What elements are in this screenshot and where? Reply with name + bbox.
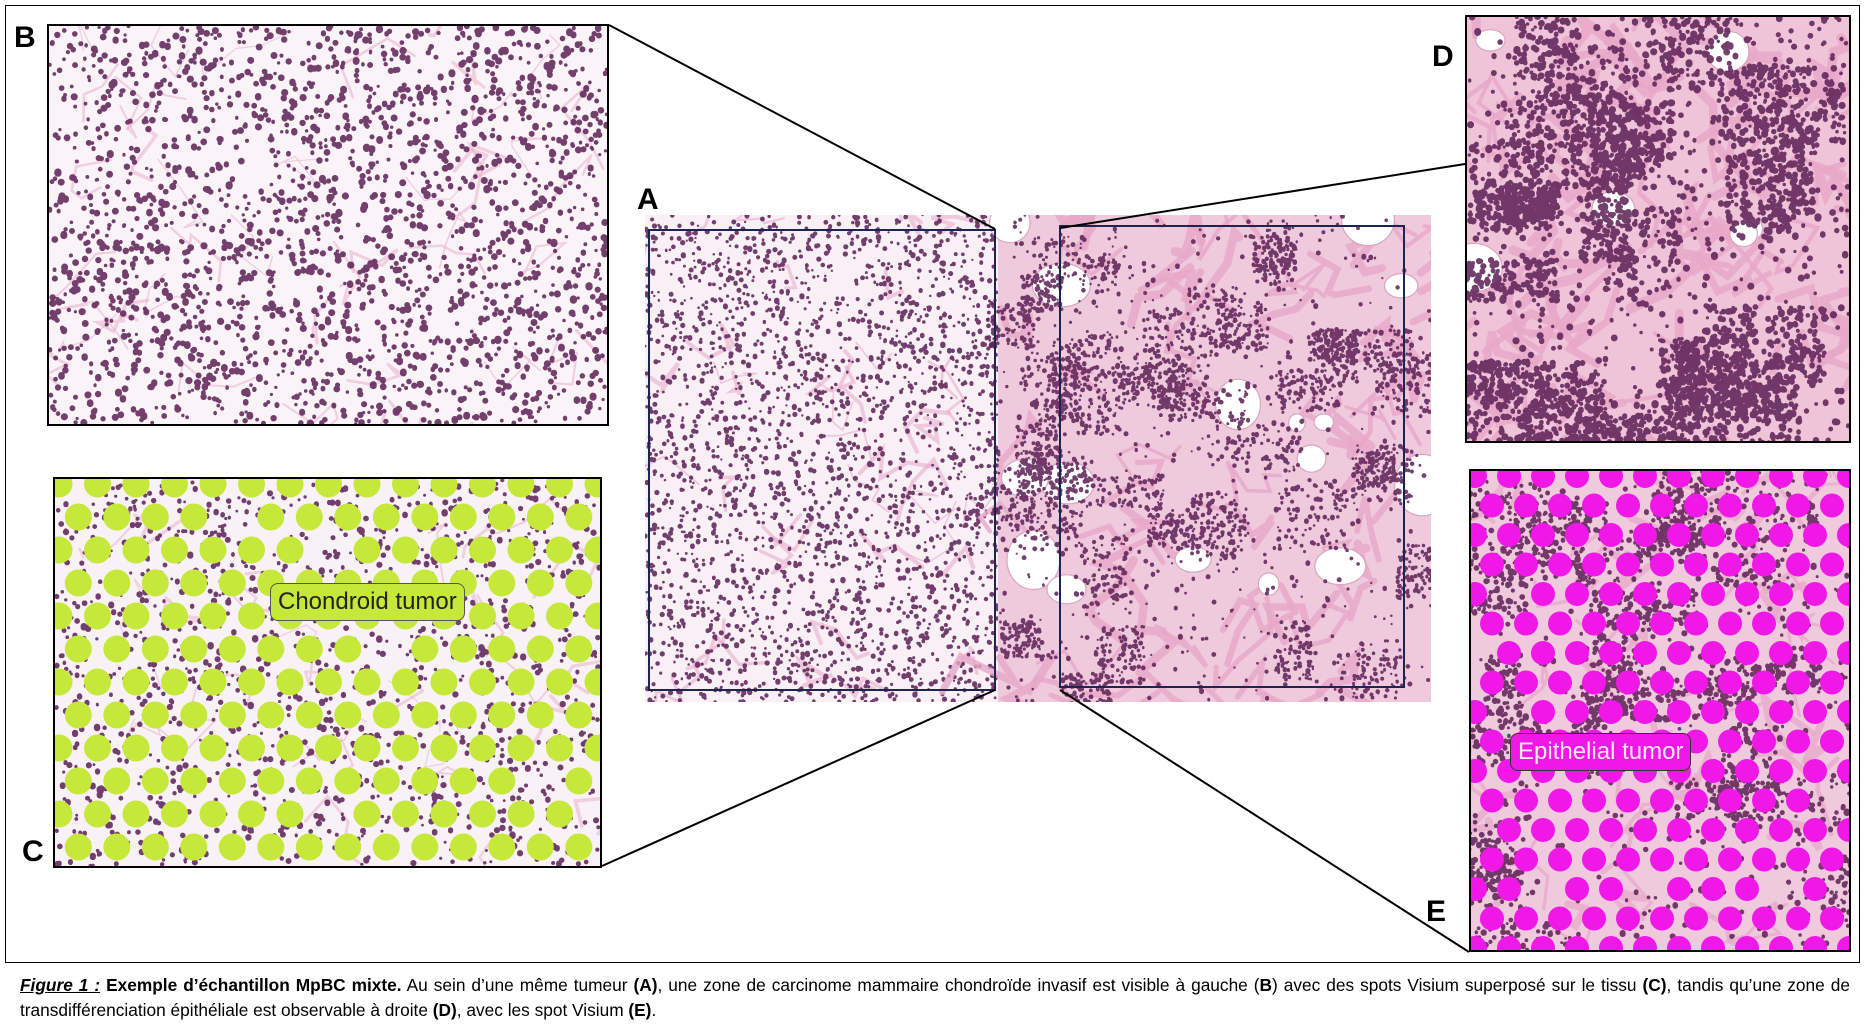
caption-ref-a: (A): [633, 975, 657, 995]
caption-text-5: , avec les spot Visium: [457, 1000, 629, 1020]
panel-letter-d: D: [1432, 42, 1454, 72]
panel-a-overview-image: [645, 215, 1431, 702]
caption-text-6: .: [651, 1000, 656, 1020]
caption-ref-c: (C): [1643, 975, 1667, 995]
panel-letter-a: A: [637, 185, 659, 215]
panel-c-chondroid-visium-spots: [53, 477, 602, 868]
epithelial-tumor-label: Epithelial tumor: [1510, 733, 1691, 771]
panel-e-epithelial-visium-spots: [1469, 469, 1851, 952]
caption-text-3: ) avec des spots Visium superposé sur le…: [1272, 975, 1643, 995]
caption-ref-b: B: [1260, 975, 1272, 995]
panel-b-chondroid-zoom: [47, 24, 609, 426]
panel-d-epithelial-zoom: [1465, 15, 1851, 443]
caption-ref-e: (E): [628, 1000, 651, 1020]
panel-letter-e: E: [1426, 897, 1446, 927]
caption-title: Exemple d’échantillon MpBC mixte.: [106, 975, 401, 995]
caption-text-2: , une zone de carcinome mammaire chondro…: [657, 975, 1259, 995]
chondroid-tumor-label: Chondroid tumor: [270, 583, 465, 621]
panel-letter-c: C: [22, 837, 44, 867]
figure-caption: Figure 1 : Exemple d’échantillon MpBC mi…: [20, 973, 1850, 1023]
panel-letter-b: B: [14, 23, 36, 53]
caption-figure-label: Figure 1 :: [20, 975, 100, 995]
caption-text-1: Au sein d’une même tumeur: [402, 975, 634, 995]
caption-ref-d: (D): [433, 1000, 457, 1020]
